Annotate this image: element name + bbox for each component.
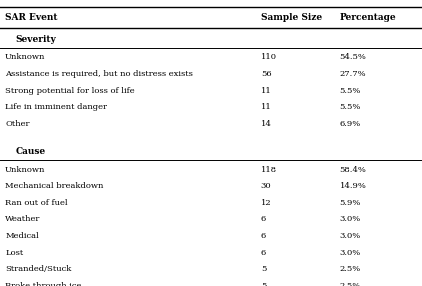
Text: Severity: Severity [16, 35, 57, 43]
Text: 56: 56 [261, 70, 271, 78]
Text: 5: 5 [261, 282, 266, 286]
Text: SAR Event: SAR Event [5, 13, 57, 22]
Text: 3.0%: 3.0% [340, 249, 361, 257]
Text: 27.7%: 27.7% [340, 70, 366, 78]
Text: Assistance is required, but no distress exists: Assistance is required, but no distress … [5, 70, 193, 78]
Text: 6: 6 [261, 215, 266, 223]
Text: 14: 14 [261, 120, 272, 128]
Text: 3.0%: 3.0% [340, 232, 361, 240]
Text: Ran out of fuel: Ran out of fuel [5, 199, 68, 207]
Text: 6.9%: 6.9% [340, 120, 361, 128]
Text: Other: Other [5, 120, 30, 128]
Text: Broke through ice: Broke through ice [5, 282, 81, 286]
Text: Cause: Cause [16, 147, 46, 156]
Text: Strong potential for loss of life: Strong potential for loss of life [5, 87, 135, 95]
Text: 3.0%: 3.0% [340, 215, 361, 223]
Text: Weather: Weather [5, 215, 41, 223]
Text: 6: 6 [261, 249, 266, 257]
Text: Mechanical breakdown: Mechanical breakdown [5, 182, 103, 190]
Text: Medical: Medical [5, 232, 39, 240]
Text: Unknown: Unknown [5, 166, 46, 174]
Text: Unknown: Unknown [5, 53, 46, 61]
Text: 54.5%: 54.5% [340, 53, 367, 61]
Text: 5.9%: 5.9% [340, 199, 361, 207]
Text: 2.5%: 2.5% [340, 265, 361, 273]
Text: 5: 5 [261, 265, 266, 273]
Text: Lost: Lost [5, 249, 23, 257]
Text: 12: 12 [261, 199, 271, 207]
Text: Percentage: Percentage [340, 13, 396, 22]
Text: 30: 30 [261, 182, 271, 190]
Text: Sample Size: Sample Size [261, 13, 322, 22]
Text: 11: 11 [261, 103, 271, 111]
Text: 110: 110 [261, 53, 277, 61]
Text: 6: 6 [261, 232, 266, 240]
Text: Stranded/Stuck: Stranded/Stuck [5, 265, 71, 273]
Text: 11: 11 [261, 87, 271, 95]
Text: 58.4%: 58.4% [340, 166, 367, 174]
Text: 2.5%: 2.5% [340, 282, 361, 286]
Text: 118: 118 [261, 166, 277, 174]
Text: Life in imminent danger: Life in imminent danger [5, 103, 107, 111]
Text: 14.9%: 14.9% [340, 182, 367, 190]
Text: 5.5%: 5.5% [340, 103, 361, 111]
Text: 5.5%: 5.5% [340, 87, 361, 95]
